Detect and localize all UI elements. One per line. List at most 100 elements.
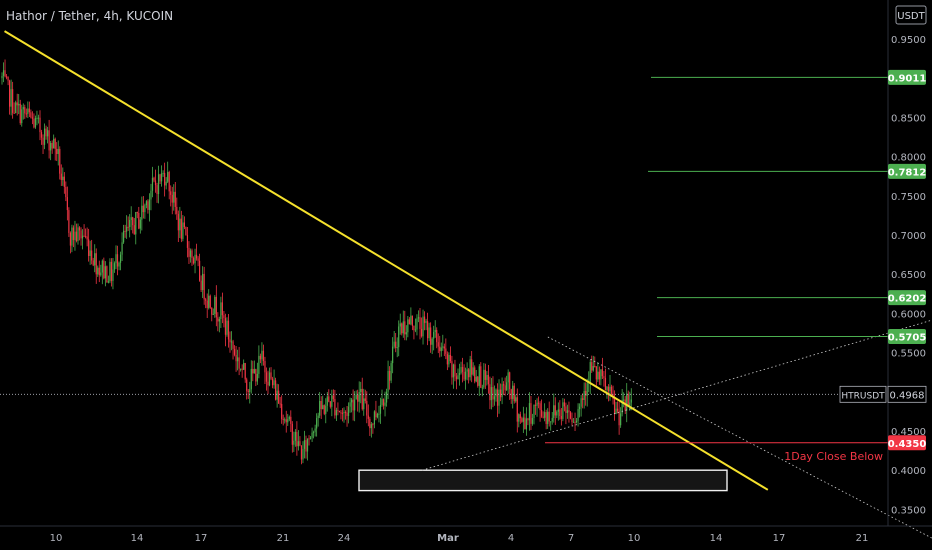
candle-body [206, 300, 208, 308]
candle-body [595, 366, 597, 380]
candle-body [294, 431, 296, 441]
candle-body [218, 319, 220, 322]
candle-body [148, 199, 151, 210]
candle-body [145, 201, 147, 206]
last-price-text: 0.4968 [890, 390, 925, 401]
candle-body [281, 403, 283, 420]
candle-body [54, 138, 56, 149]
candle-body [475, 376, 477, 382]
y-tick-label: 0.8500 [891, 113, 926, 124]
candle-body [384, 402, 386, 406]
candle-body [335, 410, 337, 416]
candle-body [389, 371, 391, 381]
candle-body [205, 299, 207, 301]
candle-body [323, 405, 325, 414]
candle-body [112, 269, 114, 281]
candle-body [258, 355, 260, 374]
candle-body [600, 369, 602, 380]
candle-body [291, 423, 293, 445]
candles[interactable] [1, 59, 632, 465]
candle-body [516, 397, 518, 422]
candle-body [182, 222, 184, 239]
candle-body [171, 194, 173, 203]
candle-body [536, 402, 538, 406]
price-axis[interactable]: 0.95000.90000.85000.80000.75000.70000.65… [839, 0, 927, 526]
candle-body [264, 361, 266, 373]
candle-body [472, 367, 474, 375]
candle-body [419, 317, 421, 329]
candle-body [31, 117, 33, 119]
candle-body [24, 107, 26, 114]
candle-body [313, 431, 315, 433]
candle-body [107, 281, 109, 283]
candle-body [629, 402, 631, 406]
candle-body [499, 389, 502, 398]
y-tick-label: 0.4000 [891, 466, 926, 477]
candle-body [95, 253, 97, 275]
main-downtrend-line[interactable] [4, 30, 769, 491]
candle-body [39, 117, 41, 133]
level-price-text: 0.5705 [888, 333, 927, 344]
level-price-tag [888, 329, 926, 345]
candle-body [618, 410, 620, 426]
candle-body [130, 217, 132, 220]
candle-body [240, 368, 242, 370]
candle-body [118, 262, 120, 267]
candle-body [607, 386, 610, 392]
candle-body [214, 296, 216, 314]
candle-body [162, 173, 164, 175]
candle-body [423, 316, 426, 323]
candle-body [284, 419, 286, 421]
candle-body [525, 418, 527, 430]
candle-body [498, 389, 500, 406]
candle-body [276, 390, 278, 400]
candle-body [378, 413, 380, 415]
candle-body [597, 371, 599, 380]
candle-body [314, 428, 316, 432]
candle-body [486, 375, 488, 380]
candle-body [83, 235, 85, 237]
candle-body [226, 320, 228, 335]
candle-body [124, 230, 126, 232]
candle-body [361, 388, 363, 410]
candle-body [309, 437, 312, 440]
candle-body [547, 411, 549, 424]
candle-body [559, 409, 561, 417]
candle-body [66, 197, 68, 211]
candle-body [91, 250, 93, 261]
candle-body [566, 410, 569, 413]
candle-body [229, 339, 231, 343]
candle-body [247, 390, 249, 392]
candle-body [328, 396, 330, 402]
candle-body [189, 250, 192, 257]
candle-body [135, 212, 137, 235]
candle-body [278, 390, 280, 404]
candle-body [302, 448, 304, 460]
candle-body [527, 418, 529, 421]
candle-body [401, 323, 403, 334]
candle-body [503, 384, 505, 386]
candle-body [191, 250, 193, 259]
candle-body [623, 399, 625, 401]
candle-body [509, 372, 511, 390]
candle-body [36, 117, 38, 119]
candle-body [212, 313, 214, 315]
candle-body [311, 432, 313, 438]
candle-body [519, 414, 521, 419]
candle-body [582, 398, 584, 401]
level-price-tag [888, 69, 926, 85]
candle-body [504, 385, 506, 391]
candle-body [589, 362, 591, 383]
time-axis[interactable]: 10 14 17 21 24 Mar 4 7 10 14 17 21 [0, 525, 932, 544]
symbol-label-box [839, 385, 887, 403]
candle-body [404, 321, 406, 335]
demand-zone-box[interactable] [358, 469, 728, 492]
candle-body [159, 174, 161, 182]
plot-area[interactable]: 1Day Close Below [0, 30, 932, 548]
candle-body [136, 212, 138, 214]
candle-body [230, 341, 233, 343]
candle-body [317, 415, 319, 419]
currency-badge[interactable]: USDT [895, 5, 927, 25]
candle-body [129, 219, 131, 228]
